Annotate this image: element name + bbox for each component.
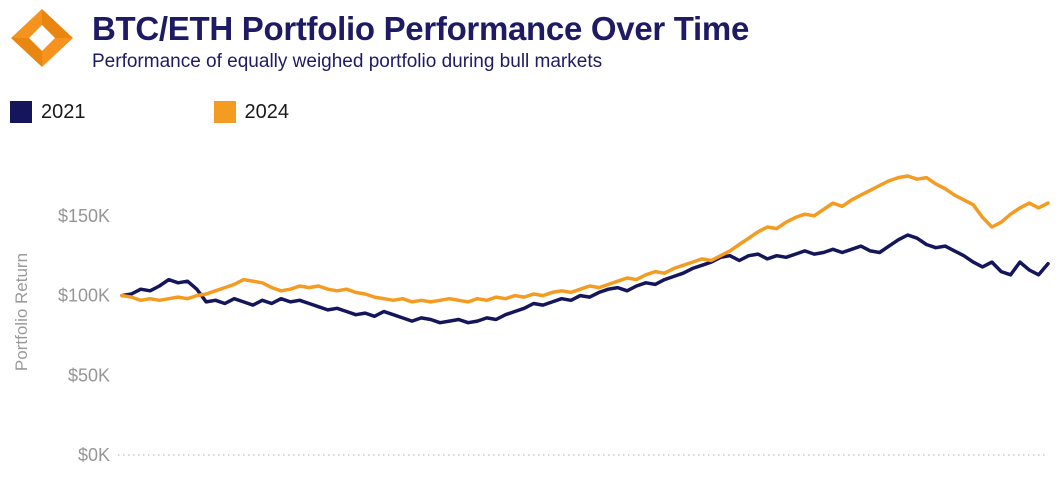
y-axis-tick-label: $150K (58, 206, 110, 226)
legend-swatch-2024 (213, 101, 236, 124)
series-2024-line (120, 174, 1050, 304)
portfolio-chart: Portfolio Return $0K $50K $100K $150K (0, 168, 1059, 478)
page-title: BTC/ETH Portfolio Performance Over Time (92, 10, 750, 47)
legend-label-2024: 2024 (244, 100, 290, 123)
legend-item-2021[interactable]: 2021 (10, 101, 86, 124)
legend-swatch-2021 (10, 101, 32, 124)
title-block: BTC/ETH Portfolio Performance Over Time … (92, 8, 749, 73)
line-chart-plot: $0K $50K $100K $150K (58, 174, 1050, 465)
app-header: BTC/ETH Portfolio Performance Over Time … (0, 0, 1059, 73)
y-axis-tick-label: $100K (58, 286, 110, 306)
series-2021-line (120, 233, 1050, 325)
brand-logo-icon (11, 9, 73, 67)
y-axis-tick-labels: $0K $50K $100K $150K (58, 206, 110, 465)
y-axis-tick-label: $0K (78, 445, 110, 465)
legend-item-2024[interactable]: 2024 (213, 100, 290, 124)
y-axis-tick-label: $50K (68, 365, 110, 385)
legend-label-2021: 2021 (41, 100, 86, 123)
chart-legend: 2021 2024 (10, 101, 1059, 124)
page-subtitle: Performance of equally weighed portfolio… (92, 50, 603, 72)
y-axis-title: Portfolio Return (12, 252, 31, 371)
